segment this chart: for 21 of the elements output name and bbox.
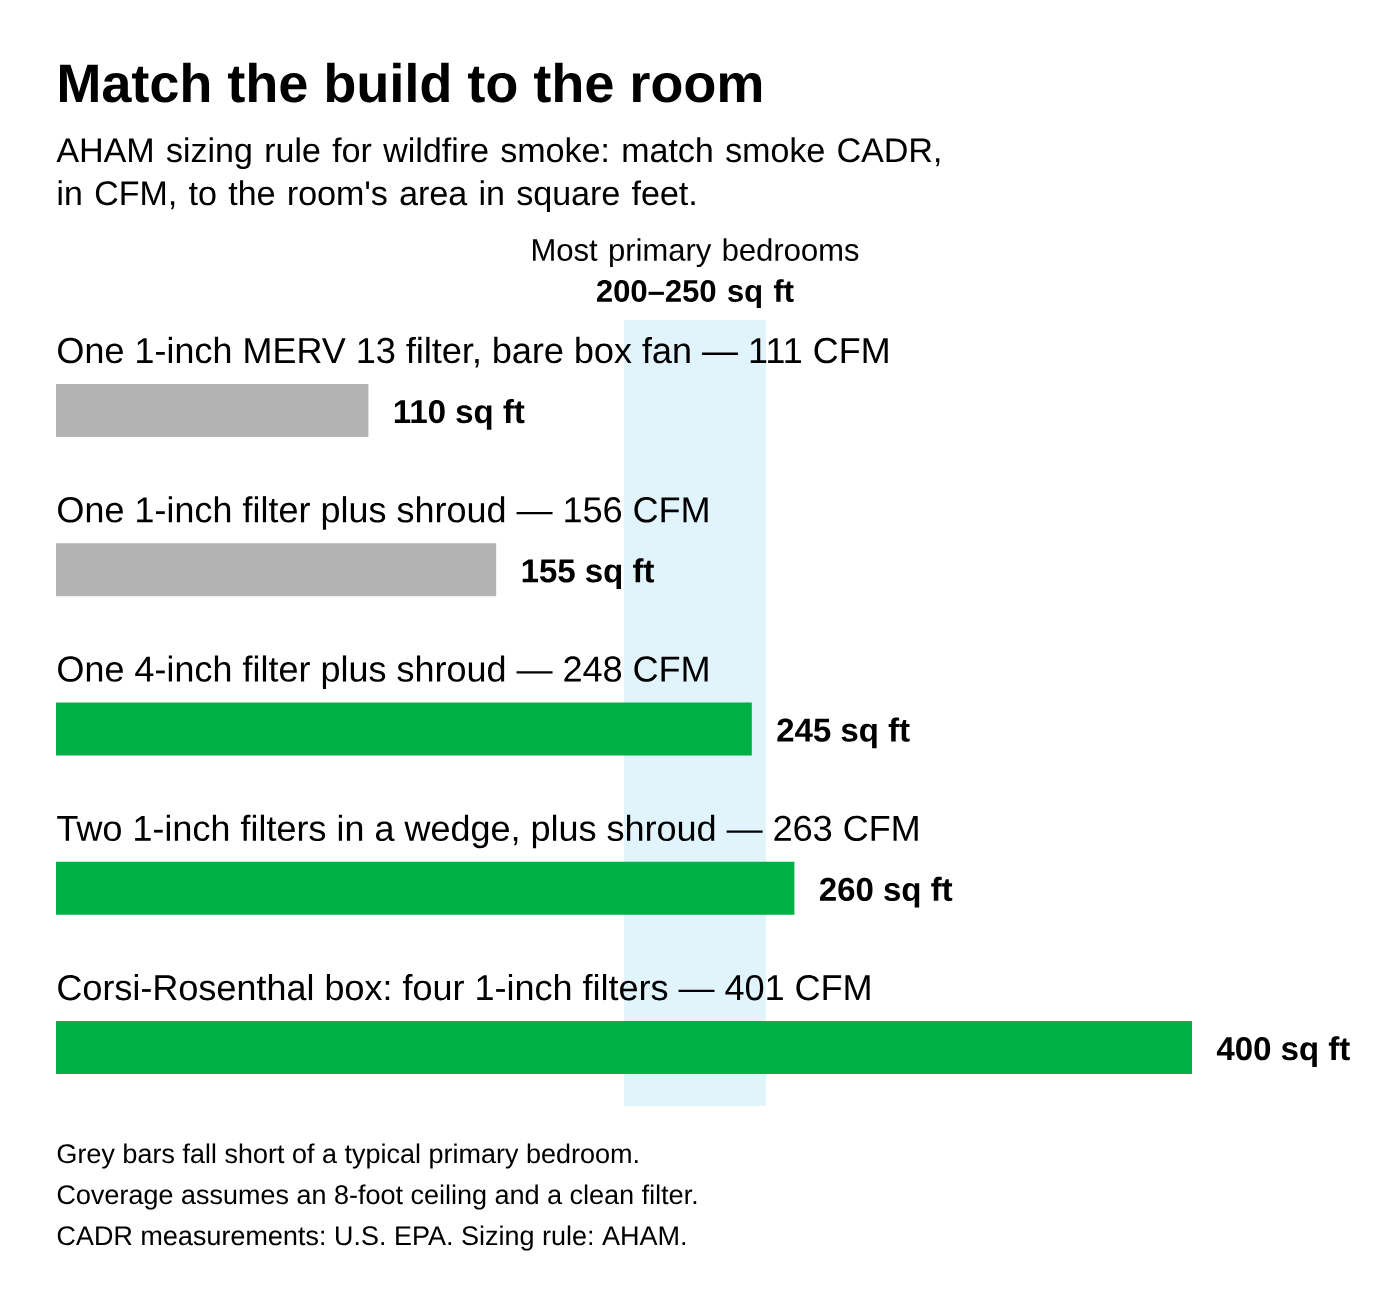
chart-subtitle: AHAM sizing rule for wildfire smoke: match smoke CADR, in CFM, to the room's area in square feet. xyxy=(56,137,940,213)
data-label: 110 sq ft xyxy=(394,399,525,430)
text: CADR measurements: U.S. EPA. Sizing rule: AHAM. xyxy=(57,1225,686,1251)
text: Coverage assumes an 8-foot ceiling and a clean filter. xyxy=(57,1184,697,1210)
y-tick-label: One 1-inch MERV 13 filter, bare box fan — 111 CFM xyxy=(58,336,888,368)
chart-title: Match the build to the room xyxy=(60,62,762,103)
bar xyxy=(56,543,497,597)
y-tick-label: Two 1-inch filters in a wedge, plus shroud — 263 CFM xyxy=(57,814,918,849)
data-label: 245 sq ft xyxy=(777,717,910,749)
bar xyxy=(56,702,752,756)
y-tick-label: One 1-inch filter plus shroud — 156 CFM xyxy=(58,496,708,530)
band-label: Most primary bedrooms 200–250 sq ft xyxy=(533,238,859,309)
data-label: 260 sq ft xyxy=(819,876,953,908)
y-tick-label: Corsi-Rosenthal box: four 1-inch filters — 401 CFM xyxy=(58,973,870,1001)
data-label: 155 sq ft xyxy=(522,558,655,590)
bar xyxy=(56,383,369,437)
bar xyxy=(56,1021,1193,1075)
text: Grey bars fall short of a typical primary bedroom. xyxy=(57,1143,638,1169)
data-label: 400 sq ft xyxy=(1216,1036,1350,1067)
y-tick-label: One 4-inch filter plus shroud — 248 CFM xyxy=(58,655,708,689)
bar xyxy=(56,861,795,915)
